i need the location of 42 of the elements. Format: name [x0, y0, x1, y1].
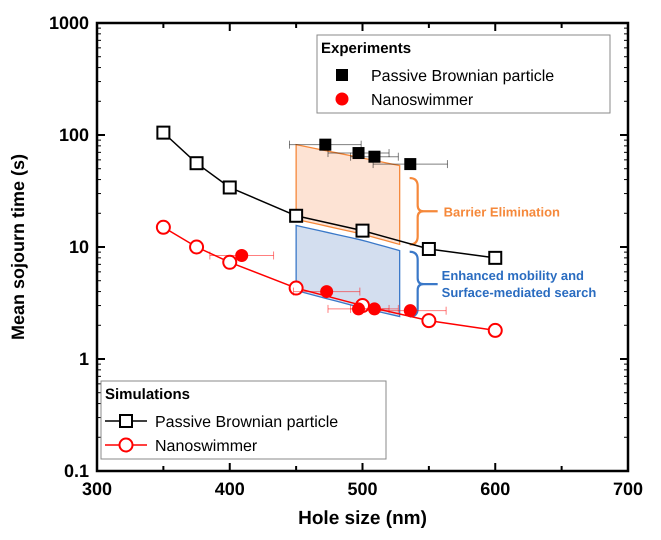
- point: [289, 208, 304, 223]
- y-axis-title: Mean sojourn time (s): [8, 154, 28, 340]
- x-tick-label: 300: [82, 479, 112, 499]
- point: [368, 302, 381, 316]
- point: [352, 302, 366, 316]
- annotation: Barrier Elimination: [444, 204, 560, 220]
- point: [488, 250, 502, 265]
- y-tick-label: 0.1: [64, 461, 89, 481]
- point: [222, 180, 237, 194]
- point: [320, 285, 334, 298]
- y-tick-label: 100: [58, 125, 89, 145]
- point: [156, 220, 171, 235]
- point: [422, 242, 436, 256]
- legend-label: Nanoswimmer: [371, 92, 474, 109]
- point: [404, 158, 416, 170]
- x-tick-label: 700: [612, 479, 644, 499]
- point: [235, 248, 248, 262]
- point: [356, 224, 370, 238]
- point: [352, 147, 365, 160]
- point: [404, 304, 417, 318]
- annotation: Enhanced mobility and Surface-mediated search: [442, 268, 596, 300]
- text: Experiments: [321, 40, 412, 57]
- point: [421, 313, 436, 328]
- text: Simulations: [105, 386, 190, 403]
- legend-label: Passive Brownian particle: [155, 414, 338, 431]
- point: [156, 126, 170, 140]
- legend-label: Nanoswimmer: [155, 438, 258, 455]
- y-tick-label: 1: [78, 349, 89, 369]
- x-tick-label: 400: [214, 479, 245, 499]
- y-tick-label: 1000: [48, 13, 89, 33]
- legend-label: Passive Brownian particle: [371, 68, 554, 85]
- point: [189, 240, 204, 254]
- point: [319, 138, 332, 151]
- y-tick-label: 10: [68, 237, 89, 257]
- point: [222, 254, 238, 270]
- x-tick-label: 600: [480, 479, 510, 499]
- x-tick-label: 500: [347, 479, 378, 499]
- point: [288, 280, 304, 296]
- point: [190, 156, 204, 170]
- point: [488, 322, 503, 338]
- x-axis-title: Hole size (nm): [298, 508, 427, 529]
- point: [368, 150, 380, 163]
